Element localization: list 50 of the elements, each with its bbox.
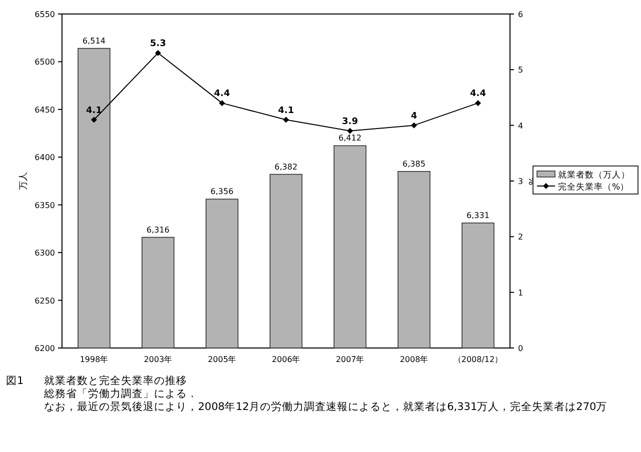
data-label: 5.3 xyxy=(150,38,166,49)
data-label: 4.4 xyxy=(470,89,486,100)
y2-tick-label: 2 xyxy=(518,232,524,242)
legend-label: 就業者数（万人） xyxy=(558,170,630,180)
data-label: 6,385 xyxy=(402,159,426,168)
text: 就業者数と完全失業率の推移 xyxy=(44,374,187,387)
data-label: 6,382 xyxy=(274,162,298,172)
data-label: 6,331 xyxy=(466,210,490,220)
data-label: 4.1 xyxy=(278,106,294,116)
point xyxy=(219,100,225,106)
y-tick-label: 6250 xyxy=(34,296,55,306)
point xyxy=(475,100,481,106)
point xyxy=(91,116,97,123)
point xyxy=(411,122,417,128)
caption: 図1 xyxy=(6,375,24,387)
x-tick-label: 2008年 xyxy=(400,355,428,364)
data-label: 4.4 xyxy=(214,89,230,100)
legend-label: 完全失業率（%） xyxy=(558,182,630,192)
y2-tick-label: 5 xyxy=(518,66,524,75)
y-axis-title: 万人 xyxy=(18,172,29,190)
text: なお，最近の景気後退により，2008年12月の労働力調査速報によると，就業者は6,331万人，完全失業者は270万 xyxy=(44,400,608,413)
y-tick-label: 6550 xyxy=(34,10,55,19)
data-label: 4 xyxy=(410,111,418,122)
data-label: 6,412 xyxy=(338,134,362,143)
data-label: 6,356 xyxy=(210,187,234,196)
x-tick-label: 1998年 xyxy=(80,355,108,364)
y2-tick-label: 0 xyxy=(518,344,524,353)
y2-tick-label: 1 xyxy=(518,288,524,298)
y-tick-label: 6350 xyxy=(34,200,55,210)
text: 総務省「労働力調査」による． xyxy=(43,387,198,400)
point xyxy=(155,50,161,56)
y-tick-label: 6300 xyxy=(34,248,55,258)
x-tick-label: 2007年 xyxy=(336,355,364,364)
x-tick-label: 2005年 xyxy=(208,355,236,364)
point xyxy=(283,116,289,123)
data-label: 3.9 xyxy=(342,116,358,127)
y2-tick-label: 6 xyxy=(518,10,524,19)
y2-tick-label: 3 xyxy=(518,177,524,186)
y-tick-label: 6400 xyxy=(34,153,55,162)
x-tick-label: （2008/12） xyxy=(453,355,503,364)
y2-tick-label: 4 xyxy=(518,121,524,130)
data-label: 6,514 xyxy=(82,36,106,46)
point xyxy=(347,128,353,134)
y-tick-label: 6500 xyxy=(34,58,55,67)
x-tick-label: 2003年 xyxy=(144,355,172,364)
data-label: 6,316 xyxy=(146,225,170,234)
x-tick-label: 2006年 xyxy=(272,355,300,364)
y-tick-label: 6450 xyxy=(34,105,55,114)
y-tick-label: 6200 xyxy=(34,344,55,353)
data-label: 4.1 xyxy=(86,106,102,116)
